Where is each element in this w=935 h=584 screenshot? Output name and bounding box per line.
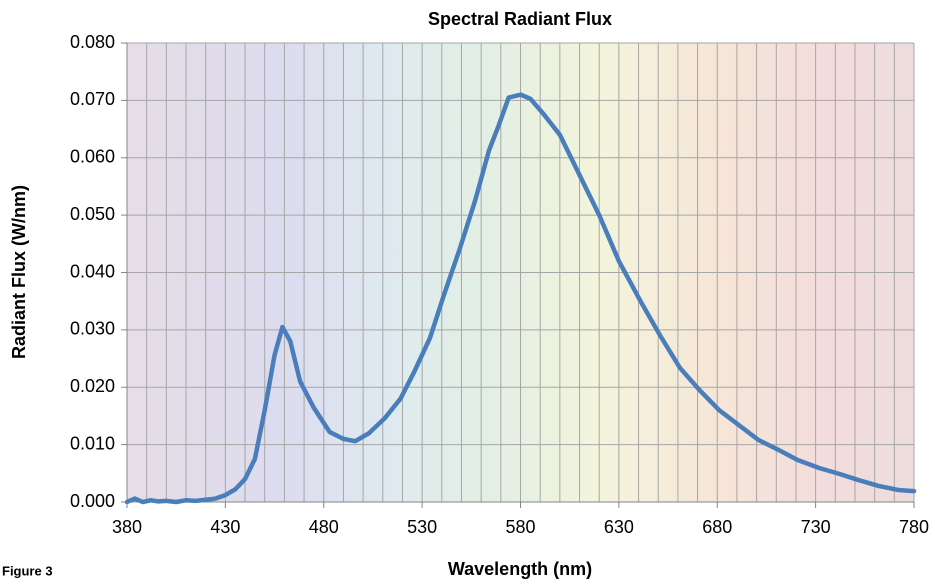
y-tick-label: 0.070: [70, 89, 115, 109]
y-tick-label: 0.040: [70, 261, 115, 281]
figure-label: Figure 3: [2, 563, 53, 578]
y-tick-label: 0.060: [70, 147, 115, 167]
x-tick-label: 630: [604, 517, 634, 537]
x-tick-label: 430: [210, 517, 240, 537]
y-tick-label: 0.080: [70, 32, 115, 52]
x-tick-label: 680: [702, 517, 732, 537]
x-tick-label: 780: [899, 517, 929, 537]
data-line: [124, 92, 917, 505]
y-tick-label: 0.050: [70, 204, 115, 224]
x-tick-label: 580: [505, 517, 535, 537]
x-axis-label: Wavelength (nm): [448, 559, 592, 579]
y-tick-label: 0.020: [70, 376, 115, 396]
y-tick-label: 0.000: [70, 491, 115, 511]
x-tick-label: 730: [801, 517, 831, 537]
y-tick-label: 0.030: [70, 319, 115, 339]
x-tick-label: 380: [112, 517, 142, 537]
y-tick-label: 0.010: [70, 433, 115, 453]
x-tick-label: 530: [407, 517, 437, 537]
y-axis-label: Radiant Flux (W/nm): [9, 185, 29, 359]
chart-title: Spectral Radiant Flux: [428, 9, 612, 29]
x-tick-label: 480: [309, 517, 339, 537]
